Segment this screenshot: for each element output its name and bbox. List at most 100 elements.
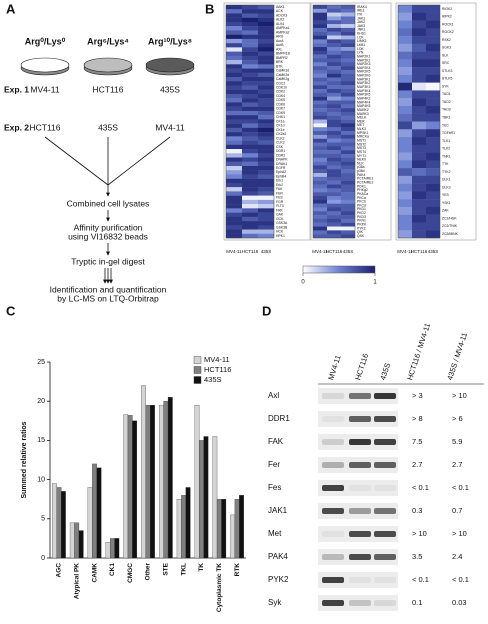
heatmap-cell bbox=[258, 119, 274, 124]
heatmap-cell bbox=[327, 215, 341, 220]
blot-band bbox=[349, 577, 371, 583]
heatmap-cell bbox=[258, 85, 274, 90]
protein-name: PAK4 bbox=[268, 552, 288, 561]
heatmap-cell bbox=[398, 36, 412, 45]
heatmap-cell bbox=[398, 191, 412, 200]
heatmap-cell bbox=[341, 161, 355, 166]
kinase-name: AMPKa1 bbox=[276, 26, 289, 30]
kinase-name: CLK3 bbox=[276, 141, 285, 145]
heatmap-cell bbox=[341, 39, 355, 44]
heatmap-cell bbox=[242, 34, 258, 40]
heatmap-cell bbox=[412, 144, 426, 153]
kinase-name: CLK2 bbox=[276, 136, 285, 140]
heatmap-cell bbox=[313, 77, 327, 82]
heatmap-cell bbox=[226, 72, 242, 78]
heatmap-cell bbox=[327, 16, 341, 21]
heatmap-cell bbox=[327, 207, 341, 212]
heatmap-cell bbox=[426, 129, 440, 138]
heatmap-cell bbox=[313, 111, 327, 116]
heatmap-cell bbox=[412, 51, 426, 60]
kinase-name: ULK3 bbox=[442, 185, 451, 189]
protein-name: PYK2 bbox=[268, 575, 289, 584]
heatmap-cell bbox=[412, 191, 426, 200]
kinase-name: STLK5 bbox=[442, 77, 452, 81]
kinase-name: CHK1 bbox=[276, 115, 285, 119]
kinase-name: TTK bbox=[442, 162, 449, 166]
kinase-name: MER bbox=[357, 119, 365, 123]
kinase-name: JAK2 bbox=[357, 20, 365, 24]
heatmap-cell bbox=[258, 174, 274, 179]
blot-band bbox=[349, 393, 371, 399]
heatmap-cell bbox=[258, 204, 274, 209]
heatmap-cell bbox=[313, 134, 327, 139]
heatmap-cell bbox=[426, 144, 440, 153]
kinase-name: CSK bbox=[276, 145, 284, 149]
heatmap-cell bbox=[426, 191, 440, 200]
heatmap-cell bbox=[313, 234, 327, 239]
kinase-name: EphB4 bbox=[276, 174, 286, 178]
heatmap-cell bbox=[242, 119, 258, 124]
heatmap-cell bbox=[258, 43, 274, 48]
blot-band bbox=[374, 554, 396, 560]
heatmap-cell bbox=[398, 59, 412, 68]
heatmap-cell bbox=[226, 204, 242, 209]
heatmap-cell bbox=[258, 153, 274, 158]
kinase-name: HCK bbox=[276, 230, 284, 234]
blot-band bbox=[322, 554, 344, 560]
heatmap-cell bbox=[426, 222, 440, 231]
kinase-name: PHKg2 bbox=[357, 188, 368, 192]
heatmap-cell bbox=[398, 199, 412, 208]
kinase-name: CDK5 bbox=[276, 98, 285, 102]
heatmap-cell bbox=[242, 64, 258, 69]
heatmap-cell bbox=[327, 77, 341, 82]
kinase-name: PKACa bbox=[357, 192, 368, 196]
heatmap-cell bbox=[327, 226, 341, 231]
heatmap-cell bbox=[242, 89, 258, 95]
heatmap-cell bbox=[412, 12, 426, 21]
heatmap-cell bbox=[226, 221, 242, 226]
heatmap-cell bbox=[242, 60, 258, 65]
heatmap-cell bbox=[327, 176, 341, 181]
kinase-name: MST4 bbox=[357, 150, 366, 154]
ratio: > 6 bbox=[452, 414, 463, 423]
heatmap-cell bbox=[242, 51, 258, 57]
heatmap-cell bbox=[341, 108, 355, 113]
kinase-name: PDK1 bbox=[357, 184, 366, 188]
kinase-name: GAK bbox=[276, 213, 284, 217]
bar bbox=[145, 404, 151, 559]
heatmap-cell bbox=[412, 222, 426, 231]
kinase-name: CaMK2g bbox=[276, 77, 289, 81]
kinase-name: ROCK2 bbox=[442, 30, 454, 34]
heatmap-cell bbox=[426, 59, 440, 68]
heatmap-cell bbox=[327, 142, 341, 147]
heatmap-cell bbox=[327, 92, 341, 97]
kinase-name: DDR2 bbox=[276, 153, 285, 157]
heatmap-cell bbox=[242, 30, 258, 35]
kinase-name: BRK bbox=[276, 60, 284, 64]
heatmap-cell bbox=[258, 140, 274, 145]
step-text: Tryptic in-gel digest bbox=[71, 256, 145, 266]
kinase-name: SLK bbox=[442, 53, 449, 57]
cell-line: HCT116 bbox=[29, 122, 60, 132]
heatmap-cell bbox=[341, 165, 355, 170]
x-tick-label: RTK bbox=[234, 563, 241, 577]
ratio: < 0.1 bbox=[412, 483, 429, 492]
heatmap-cell bbox=[398, 206, 412, 215]
y-tick-label: 5 bbox=[41, 516, 45, 523]
kinase-name: MELK bbox=[357, 116, 367, 120]
kinase-name: DDR1 bbox=[276, 149, 285, 153]
heatmap-cell bbox=[242, 225, 258, 230]
heatmap-cell bbox=[327, 39, 341, 44]
kinase-name: EphA2 bbox=[276, 170, 286, 174]
column-label: HCT116 bbox=[242, 249, 259, 254]
heatmap-cell bbox=[258, 102, 274, 107]
blot-band bbox=[322, 508, 344, 514]
ratio: 2.7 bbox=[412, 460, 422, 469]
heatmap-frame bbox=[310, 2, 392, 241]
heatmap-cell bbox=[313, 12, 327, 17]
heatmap-cell bbox=[327, 5, 341, 10]
heatmap-cell bbox=[327, 218, 341, 223]
heatmap-cell bbox=[242, 17, 258, 23]
heatmap-cell bbox=[426, 183, 440, 192]
bar bbox=[92, 463, 97, 559]
